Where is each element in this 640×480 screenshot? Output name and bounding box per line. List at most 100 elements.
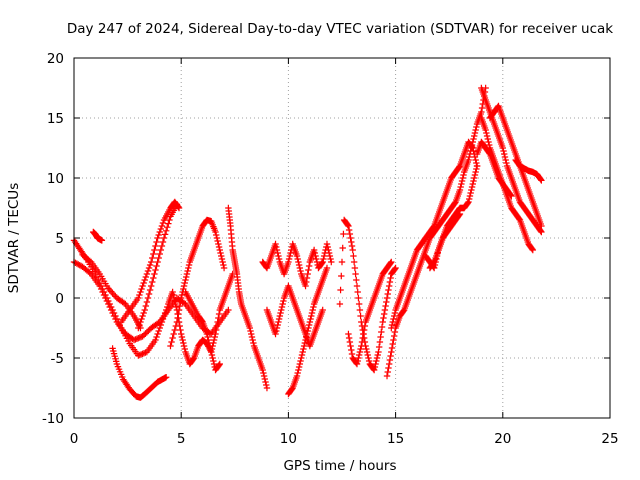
data-point	[385, 286, 392, 294]
data-point	[147, 282, 155, 290]
data-point	[296, 360, 304, 368]
data-point	[135, 324, 142, 332]
data-point	[456, 186, 464, 194]
x-axis-label: GPS time / hours	[283, 458, 396, 474]
data-point	[140, 279, 147, 287]
data-point	[161, 231, 169, 238]
data-point	[353, 360, 361, 368]
data-point	[208, 348, 215, 356]
data-point	[273, 324, 281, 332]
data-point	[389, 318, 396, 326]
data-point	[157, 246, 165, 254]
data-point	[173, 318, 181, 326]
series-track-l	[285, 264, 331, 398]
data-point	[178, 294, 185, 302]
data-point	[356, 348, 364, 356]
data-point	[468, 186, 475, 194]
data-point	[139, 333, 146, 340]
data-point	[250, 339, 257, 347]
data-point	[364, 351, 371, 359]
data-point	[388, 348, 395, 356]
data-point	[167, 342, 174, 350]
data-point	[375, 348, 382, 356]
data-point	[303, 278, 310, 286]
data-point	[385, 360, 393, 368]
data-point	[467, 189, 474, 197]
data-point	[274, 249, 281, 257]
data-point	[248, 333, 256, 341]
data-point	[516, 215, 523, 223]
data-point	[213, 234, 221, 242]
data-point	[380, 310, 388, 318]
data-point	[280, 297, 287, 305]
plot-frame	[73, 57, 611, 419]
data-point	[107, 288, 115, 295]
data-point	[328, 258, 335, 266]
data-point	[365, 357, 373, 365]
data-point	[470, 177, 477, 185]
data-point	[430, 223, 437, 231]
data-point	[158, 222, 166, 230]
data-point	[184, 267, 191, 275]
data-point	[347, 234, 354, 242]
data-point	[482, 126, 489, 134]
data-point	[389, 340, 396, 348]
data-point	[102, 294, 109, 302]
data-point	[209, 354, 216, 362]
data-point	[177, 298, 184, 306]
data-point	[431, 261, 439, 269]
data-point	[390, 312, 398, 320]
data-point	[378, 323, 386, 331]
data-point	[371, 363, 379, 371]
data-point	[154, 330, 161, 338]
data-point	[155, 327, 162, 335]
data-point	[96, 282, 103, 290]
data-point	[363, 345, 370, 353]
data-point	[156, 250, 163, 258]
data-point	[306, 318, 314, 326]
y-tick-label: -5	[51, 351, 64, 367]
data-point	[273, 243, 280, 251]
data-point	[178, 291, 186, 299]
data-point	[391, 265, 399, 273]
data-point	[388, 258, 395, 266]
data-point	[140, 309, 147, 317]
data-point	[387, 274, 394, 282]
data-point	[299, 348, 306, 356]
x-tick-label: 10	[280, 431, 297, 447]
data-point	[336, 300, 344, 308]
data-point	[345, 330, 352, 338]
data-point	[180, 282, 188, 290]
data-point	[183, 273, 190, 281]
data-point	[169, 334, 176, 342]
data-point	[182, 276, 189, 284]
data-point	[361, 322, 369, 330]
data-point	[355, 354, 362, 362]
data-point	[507, 191, 514, 199]
data-point	[400, 307, 407, 315]
data-point	[384, 290, 391, 298]
data-point	[136, 321, 143, 329]
data-point	[144, 267, 152, 275]
data-point	[353, 276, 360, 284]
data-point	[356, 306, 364, 314]
data-point	[278, 306, 285, 314]
data-point	[162, 374, 170, 381]
data-point	[175, 306, 183, 314]
data-point	[433, 255, 440, 263]
data-point	[485, 138, 492, 146]
data-point	[353, 282, 361, 290]
data-point	[295, 363, 303, 371]
data-point	[206, 342, 213, 350]
data-point	[388, 324, 395, 332]
data-point	[472, 156, 479, 164]
data-point	[203, 330, 211, 338]
data-point	[390, 336, 397, 344]
data-point	[432, 258, 439, 266]
data-point	[339, 244, 346, 252]
data-point	[185, 261, 193, 269]
data-point	[456, 211, 463, 219]
data-point	[456, 210, 464, 218]
series-track-u	[486, 102, 545, 230]
data-point	[499, 144, 506, 152]
